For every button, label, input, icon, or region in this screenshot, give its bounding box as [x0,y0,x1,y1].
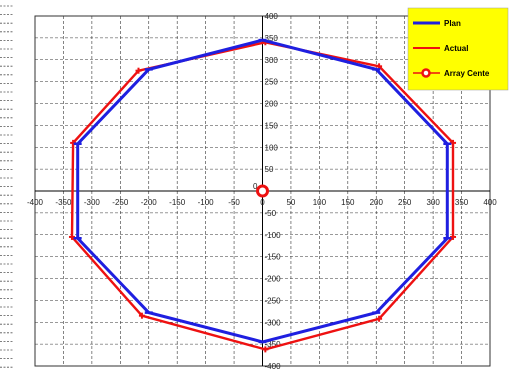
legend-center-marker [421,68,431,78]
x-tick-label: -350 [55,198,72,207]
x-tick-label: 150 [341,198,355,207]
y-tick-label: 0 [253,182,258,191]
y-tick-label: -150 [265,253,282,262]
series-plan [73,38,452,344]
y-tick-label: 50 [265,165,274,174]
x-tick-label: 50 [286,198,295,207]
y-tick-label: 150 [265,121,279,130]
margin-dashes [0,5,14,368]
x-tick-label: -400 [27,198,44,207]
x-tick-label: -50 [228,198,240,207]
legend-label-plan: Plan [444,19,461,28]
x-tick-label: 350 [455,198,469,207]
y-tick-label: -200 [265,275,282,284]
y-tick-label: 200 [265,100,279,109]
legend-item-array-center: Array Cente [413,68,490,78]
x-tick-label: -250 [112,198,129,207]
x-tick-label: 250 [398,198,412,207]
x-tick-label: 200 [370,198,384,207]
series [68,38,457,353]
legend-item-actual: Actual [413,44,468,53]
y-tick-label: -100 [265,231,282,240]
x-tick-label: 300 [426,198,440,207]
legend: Plan Actual Array Cente [407,7,509,91]
y-tick-label: 400 [265,12,279,21]
y-tick-label: -400 [265,362,282,371]
y-tick-label: 100 [265,143,279,152]
y-tick-label: -300 [265,318,282,327]
array-center-point [256,184,269,198]
legend-label-array-center: Array Cente [444,69,490,78]
x-tick-label: 400 [483,198,497,207]
x-tick-label: 100 [313,198,327,207]
y-tick-label: 300 [265,56,279,65]
legend-item-plan: Plan [413,19,461,28]
x-tick-label: -150 [169,198,186,207]
x-tick-label: -200 [141,198,158,207]
series-array-center [256,184,269,198]
x-tick-label: -300 [84,198,101,207]
y-tick-label: -50 [265,209,277,218]
x-tick-labels: -400 -350 -300 -250 -200 -150 -100 -50 0 50 100 150… [27,198,497,207]
y-tick-labels: 400350300250200150100500-50-100-150-200-… [253,12,281,371]
legend-label-actual: Actual [444,44,468,53]
x-tick-label: -100 [198,198,215,207]
y-tick-label: -250 [265,296,282,305]
y-tick-label: -350 [265,340,282,349]
y-tick-label: 250 [265,78,279,87]
x-tick-label: 0 [260,198,265,207]
y-tick-label: 350 [265,34,279,43]
